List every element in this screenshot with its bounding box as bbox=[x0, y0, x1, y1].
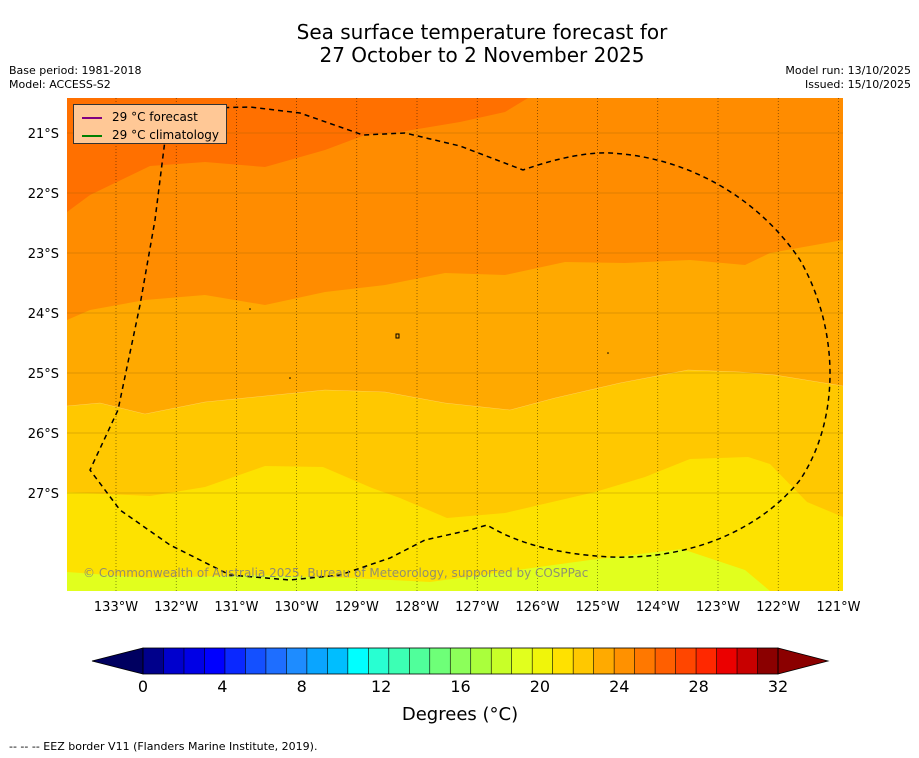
colorbar-title: Degrees (°C) bbox=[401, 704, 519, 725]
colorbar-under-arrow bbox=[91, 647, 144, 675]
latitude-labels: 21°S 22°S 23°S 24°S 25°S 26°S 27°S bbox=[28, 127, 59, 502]
colorbar-tick-label: 12 bbox=[370, 677, 392, 696]
latitude-label: 23°S bbox=[28, 247, 59, 262]
colorbar-segment bbox=[347, 648, 369, 674]
colorbar-segment bbox=[265, 648, 287, 674]
colorbar-segment bbox=[737, 648, 758, 674]
longitude-label: 127°W bbox=[455, 600, 499, 615]
colorbar-segment bbox=[757, 648, 779, 674]
colorbar-tick-label: 32 bbox=[767, 677, 789, 696]
longitude-label: 121°W bbox=[816, 600, 860, 615]
colorbar-segment bbox=[204, 648, 226, 674]
longitude-label: 124°W bbox=[636, 600, 680, 615]
colorbar-over-arrow bbox=[777, 647, 830, 675]
latitude-label: 26°S bbox=[28, 427, 59, 442]
colorbar-tick-label: 20 bbox=[529, 677, 551, 696]
longitude-label: 132°W bbox=[154, 600, 198, 615]
colorbar-segment bbox=[675, 648, 697, 674]
colorbar-segment bbox=[491, 648, 513, 674]
colorbar-segment bbox=[183, 648, 205, 674]
issued-date: Issued: 15/10/2025 bbox=[804, 78, 911, 91]
latitude-label: 24°S bbox=[28, 307, 59, 322]
latitude-label: 25°S bbox=[28, 367, 59, 382]
colorbar-segment bbox=[696, 648, 717, 674]
colorbar bbox=[91, 647, 830, 675]
footer-note: -- -- -- EEZ border V11 (Flanders Marine… bbox=[9, 740, 318, 753]
eez-border bbox=[89, 106, 831, 581]
longitude-label: 130°W bbox=[275, 600, 319, 615]
island-dot-3 bbox=[607, 352, 609, 354]
legend-climatology-label: 29 °C climatology bbox=[112, 128, 220, 142]
colorbar-segment bbox=[614, 648, 635, 674]
longitude-label: 131°W bbox=[214, 600, 258, 615]
colorbar-segment bbox=[470, 648, 492, 674]
island-dot-1 bbox=[249, 308, 251, 310]
island-outline bbox=[395, 333, 400, 339]
colorbar-tick-label: 28 bbox=[688, 677, 709, 696]
longitude-label: 125°W bbox=[576, 600, 620, 615]
longitude-label: 128°W bbox=[395, 600, 439, 615]
colorbar-segment bbox=[593, 648, 615, 674]
model-run: Model run: 13/10/2025 bbox=[785, 64, 911, 77]
legend-forecast-label: 29 °C forecast bbox=[112, 110, 198, 124]
title-line-2: 27 October to 2 November 2025 bbox=[319, 43, 645, 67]
colorbar-segment bbox=[368, 648, 390, 674]
legend: 29 °C forecast 29 °C climatology bbox=[73, 104, 227, 144]
model-name: Model: ACCESS-S2 bbox=[9, 78, 111, 91]
colorbar-segment bbox=[286, 648, 308, 674]
latitude-label: 22°S bbox=[28, 187, 59, 202]
colorbar-segment bbox=[634, 648, 656, 674]
base-period: Base period: 1981-2018 bbox=[9, 64, 142, 77]
legend-climatology-line bbox=[82, 134, 102, 137]
colorbar-segment bbox=[388, 648, 410, 674]
island-dot-2 bbox=[289, 377, 291, 379]
legend-climatology: 29 °C climatology bbox=[82, 128, 219, 142]
colorbar-segment bbox=[511, 648, 533, 674]
latitude-label: 27°S bbox=[28, 487, 59, 502]
longitude-label: 123°W bbox=[696, 600, 740, 615]
colorbar-segment bbox=[716, 648, 738, 674]
longitude-label: 129°W bbox=[335, 600, 379, 615]
colorbar-segment bbox=[163, 648, 185, 674]
colorbar-segment bbox=[450, 648, 472, 674]
colorbar-segment bbox=[245, 648, 267, 674]
longitude-labels: 133°W 132°W 131°W 130°W 129°W 128°W 127°W 126°W… bbox=[94, 600, 861, 615]
colorbar-segment bbox=[573, 648, 594, 674]
colorbar-segment bbox=[327, 648, 349, 674]
latitude-label: 21°S bbox=[28, 127, 59, 142]
title-line-1: Sea surface temperature forecast for bbox=[296, 20, 668, 44]
colorbar-tick-label: 0 bbox=[137, 677, 149, 696]
colorbar-tick-label: 4 bbox=[217, 677, 228, 696]
colorbar-segment bbox=[429, 648, 451, 674]
colorbar-segment bbox=[143, 648, 164, 674]
colorbar-segment bbox=[306, 648, 328, 674]
longitude-label: 133°W bbox=[94, 600, 138, 615]
colorbar-frame bbox=[142, 647, 779, 675]
longitude-label: 126°W bbox=[515, 600, 559, 615]
colorbar-tick-label: 8 bbox=[296, 677, 307, 696]
colorbar-tick-label: 24 bbox=[609, 677, 630, 696]
colorbar-segment bbox=[409, 648, 431, 674]
legend-forecast: 29 °C forecast bbox=[82, 110, 198, 124]
colorbar-segment bbox=[224, 648, 246, 674]
colorbar-tick-label: 16 bbox=[450, 677, 471, 696]
copyright-text: © Commonwealth of Australia 2025, Bureau… bbox=[83, 566, 588, 580]
longitude-label: 122°W bbox=[756, 600, 800, 615]
colorbar-segment bbox=[655, 648, 676, 674]
legend-forecast-line bbox=[82, 116, 102, 119]
colorbar-segment bbox=[532, 648, 553, 674]
graticule bbox=[67, 98, 843, 591]
colorbar-segment bbox=[552, 648, 574, 674]
